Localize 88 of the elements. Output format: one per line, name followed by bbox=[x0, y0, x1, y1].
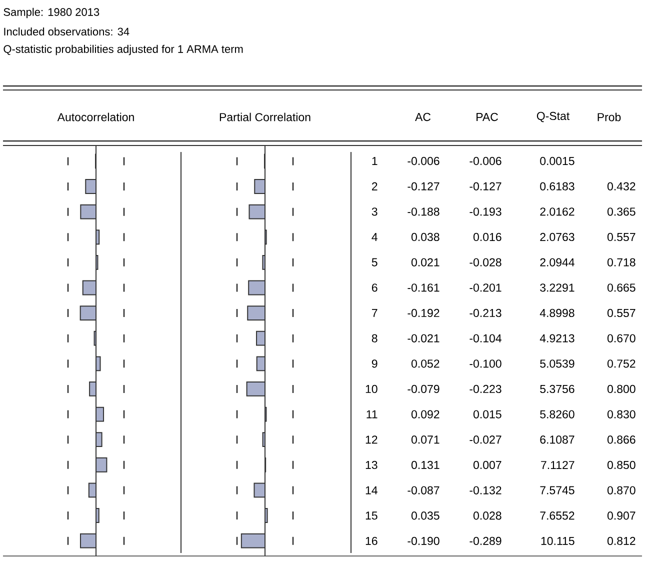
text: 0.665 bbox=[607, 284, 636, 292]
data-label: -0.104 bbox=[470, 334, 502, 342]
text: Q-Stat bbox=[536, 112, 570, 122]
text: 0.866 bbox=[607, 436, 636, 444]
text: 0.800 bbox=[607, 384, 636, 394]
data-label: -0.079 bbox=[408, 384, 440, 394]
data-label: -0.021 bbox=[408, 334, 440, 342]
text: 0.365 bbox=[607, 208, 636, 216]
text: 0.557 bbox=[607, 308, 636, 318]
y-tick-label: 5 bbox=[372, 258, 378, 266]
y-tick-label: 8 bbox=[372, 334, 378, 342]
chart-title: Autocorrelation bbox=[57, 112, 134, 122]
text: 0.870 bbox=[607, 486, 636, 494]
text: PAC bbox=[476, 112, 498, 122]
text: 0.907 bbox=[607, 512, 636, 520]
data-label: 0.028 bbox=[473, 512, 502, 520]
y-tick-label: 10 bbox=[366, 384, 378, 394]
data-label: -0.028 bbox=[470, 258, 502, 266]
data-label: -0.223 bbox=[470, 384, 502, 394]
data-label: -0.006 bbox=[470, 156, 502, 166]
text: 0.0015 bbox=[540, 156, 574, 166]
text: Sample: 1980 2013 bbox=[4, 8, 100, 18]
text: 0.6183 bbox=[540, 182, 574, 190]
data-label: 0.015 bbox=[473, 410, 502, 418]
y-tick-label: 14 bbox=[366, 486, 378, 494]
text: AC bbox=[415, 112, 431, 122]
y-tick-label: 13 bbox=[366, 460, 378, 470]
data-label: -0.127 bbox=[470, 182, 502, 190]
y-tick-label: 7 bbox=[372, 309, 378, 317]
text: 0.670 bbox=[607, 334, 636, 342]
text: 5.3756 bbox=[540, 384, 574, 394]
data-label: -0.188 bbox=[408, 208, 440, 216]
data-label: -0.213 bbox=[470, 308, 502, 318]
text: 3.2291 bbox=[540, 284, 574, 292]
data-label: 0.007 bbox=[473, 460, 502, 470]
y-tick-label: 4 bbox=[372, 233, 378, 241]
text: 7.1127 bbox=[541, 460, 574, 469]
text: 4.8998 bbox=[540, 308, 574, 318]
data-label: -0.201 bbox=[470, 284, 502, 292]
y-tick-label: 15 bbox=[366, 512, 378, 520]
text: 0.752 bbox=[607, 360, 636, 368]
y-tick-label: 11 bbox=[366, 410, 378, 418]
data-label: -0.289 bbox=[470, 536, 502, 546]
y-tick-label: 1 bbox=[372, 157, 378, 165]
text: 2.0944 bbox=[540, 258, 574, 266]
text: 5.8260 bbox=[540, 410, 574, 418]
text: 2.0763 bbox=[540, 232, 574, 242]
data-label: 0.035 bbox=[411, 512, 440, 520]
data-label: -0.161 bbox=[408, 284, 440, 292]
data-label: -0.193 bbox=[470, 208, 502, 216]
data-label: -0.127 bbox=[408, 182, 440, 190]
text: Q-statistic probabilities adjusted for 1 ARMA term bbox=[4, 44, 243, 56]
text: 0.850 bbox=[607, 460, 636, 470]
y-tick-label: 12 bbox=[366, 436, 378, 444]
text: 10.115 bbox=[541, 536, 574, 546]
data-label: -0.190 bbox=[408, 536, 440, 546]
text: 4.9213 bbox=[540, 334, 574, 342]
data-label: 0.021 bbox=[411, 258, 440, 266]
text: Prob bbox=[598, 112, 621, 122]
y-tick-label: 9 bbox=[372, 360, 378, 368]
y-tick-label: 3 bbox=[372, 208, 378, 216]
chart-title: Partial Correlation bbox=[220, 112, 310, 122]
text: 7.5745 bbox=[540, 486, 574, 494]
data-label: -0.132 bbox=[470, 486, 502, 494]
text: 0.812 bbox=[607, 536, 636, 546]
data-label: 0.092 bbox=[411, 410, 440, 418]
text: Included observations: 34 bbox=[4, 27, 130, 36]
data-label: 0.016 bbox=[473, 232, 502, 242]
data-label: 0.052 bbox=[411, 360, 440, 368]
text: 7.6552 bbox=[540, 512, 574, 520]
text: 0.718 bbox=[607, 258, 636, 266]
data-label: 0.131 bbox=[411, 460, 440, 470]
text: 6.1087 bbox=[540, 436, 574, 444]
data-label: 0.038 bbox=[411, 232, 440, 242]
y-tick-label: 16 bbox=[366, 536, 378, 546]
data-label: -0.100 bbox=[470, 360, 502, 368]
y-tick-label: 2 bbox=[372, 182, 378, 190]
text: 5.0539 bbox=[540, 360, 574, 368]
text: 0.432 bbox=[607, 182, 636, 190]
data-label: 0.071 bbox=[411, 436, 440, 444]
data-label: -0.087 bbox=[408, 486, 440, 494]
y-tick-label: 6 bbox=[372, 284, 378, 292]
text: 2.0162 bbox=[540, 208, 574, 216]
data-label: -0.192 bbox=[408, 308, 440, 318]
text: 0.830 bbox=[607, 410, 636, 418]
data-label: -0.006 bbox=[408, 156, 440, 166]
data-label: -0.027 bbox=[470, 436, 502, 444]
text: 0.557 bbox=[607, 232, 636, 242]
